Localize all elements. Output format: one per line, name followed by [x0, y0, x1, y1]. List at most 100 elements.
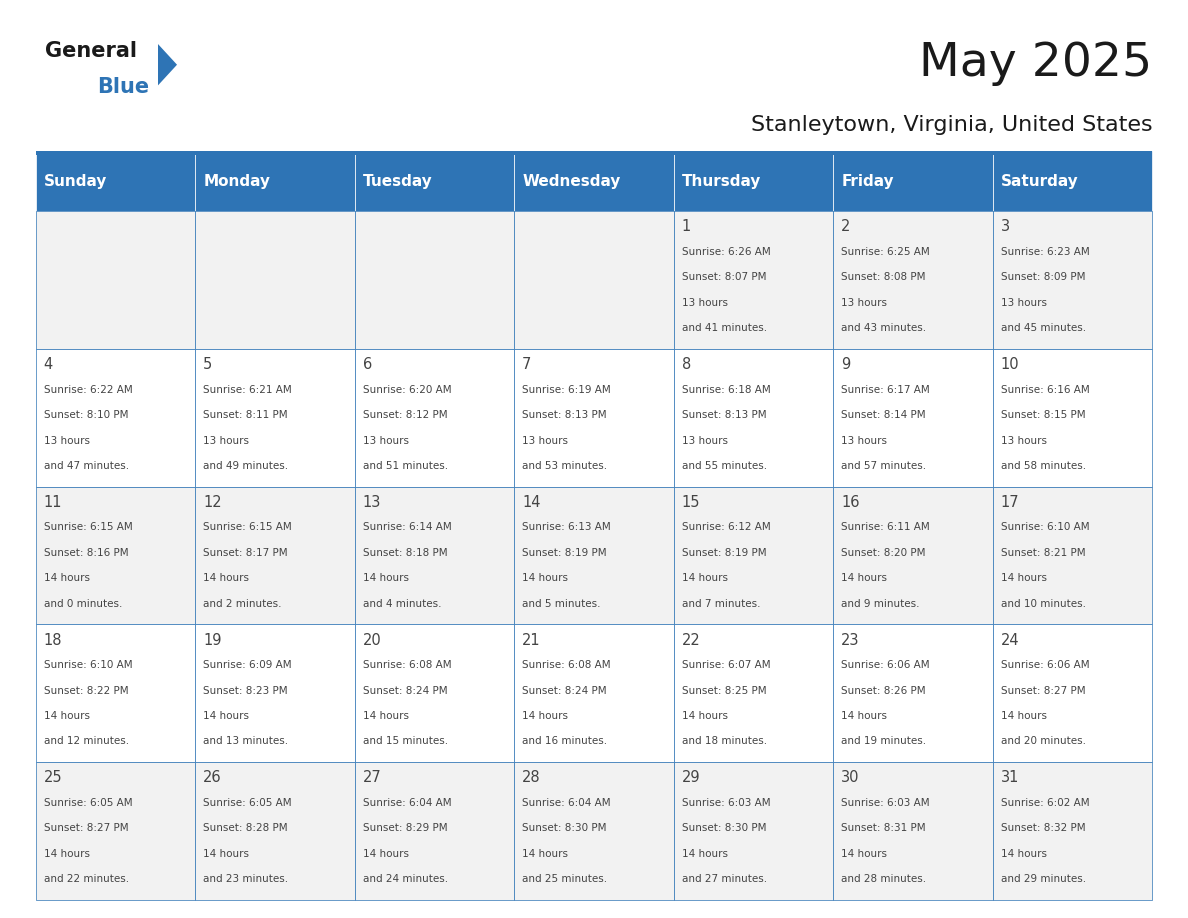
Text: and 28 minutes.: and 28 minutes.: [841, 874, 927, 884]
Text: 24: 24: [1000, 633, 1019, 647]
Text: Sunrise: 6:10 AM: Sunrise: 6:10 AM: [44, 660, 132, 670]
Text: Blue: Blue: [97, 77, 150, 97]
Text: Sunset: 8:19 PM: Sunset: 8:19 PM: [682, 548, 766, 558]
Text: and 58 minutes.: and 58 minutes.: [1000, 461, 1086, 471]
Text: 31: 31: [1000, 770, 1019, 785]
Text: Friday: Friday: [841, 174, 893, 189]
Bar: [833, 349, 993, 487]
Text: 2: 2: [841, 219, 851, 234]
Text: Sunrise: 6:10 AM: Sunrise: 6:10 AM: [1000, 522, 1089, 532]
Bar: [833, 487, 993, 624]
Text: Sunset: 8:24 PM: Sunset: 8:24 PM: [362, 686, 448, 696]
Text: and 47 minutes.: and 47 minutes.: [44, 461, 128, 471]
Bar: [833, 624, 993, 762]
Text: 14 hours: 14 hours: [1000, 848, 1047, 858]
Text: and 7 minutes.: and 7 minutes.: [682, 599, 760, 609]
Text: and 51 minutes.: and 51 minutes.: [362, 461, 448, 471]
Text: Sunrise: 6:03 AM: Sunrise: 6:03 AM: [682, 798, 770, 808]
Text: 7: 7: [523, 357, 531, 372]
Text: 13 hours: 13 hours: [203, 436, 249, 445]
Text: Sunset: 8:32 PM: Sunset: 8:32 PM: [1000, 823, 1086, 834]
Text: Sunrise: 6:08 AM: Sunrise: 6:08 AM: [362, 660, 451, 670]
Text: 13 hours: 13 hours: [44, 436, 89, 445]
Bar: [355, 624, 514, 762]
Text: May 2025: May 2025: [920, 41, 1152, 86]
Text: Sunset: 8:22 PM: Sunset: 8:22 PM: [44, 686, 128, 696]
Text: 16: 16: [841, 495, 860, 509]
Text: 3: 3: [1000, 219, 1010, 234]
Bar: [674, 349, 833, 487]
Bar: [514, 487, 674, 624]
Text: 14 hours: 14 hours: [682, 848, 728, 858]
Text: Sunset: 8:12 PM: Sunset: 8:12 PM: [362, 410, 448, 420]
Bar: [36, 151, 1152, 155]
Text: and 25 minutes.: and 25 minutes.: [523, 874, 607, 884]
Text: 9: 9: [841, 357, 851, 372]
Text: 14 hours: 14 hours: [362, 711, 409, 721]
Text: and 12 minutes.: and 12 minutes.: [44, 736, 128, 746]
Text: 14 hours: 14 hours: [203, 573, 249, 583]
Text: Sunrise: 6:11 AM: Sunrise: 6:11 AM: [841, 522, 930, 532]
Bar: [833, 211, 993, 349]
Bar: [195, 349, 355, 487]
Text: 28: 28: [523, 770, 541, 785]
Text: 14 hours: 14 hours: [523, 573, 568, 583]
Text: Sunrise: 6:14 AM: Sunrise: 6:14 AM: [362, 522, 451, 532]
Text: Sunset: 8:16 PM: Sunset: 8:16 PM: [44, 548, 128, 558]
Text: Sunset: 8:08 PM: Sunset: 8:08 PM: [841, 273, 925, 283]
Text: 22: 22: [682, 633, 701, 647]
Bar: [514, 151, 674, 211]
Text: Sunset: 8:30 PM: Sunset: 8:30 PM: [682, 823, 766, 834]
Text: Sunrise: 6:05 AM: Sunrise: 6:05 AM: [203, 798, 292, 808]
Text: and 5 minutes.: and 5 minutes.: [523, 599, 601, 609]
Text: 26: 26: [203, 770, 222, 785]
Text: Sunrise: 6:03 AM: Sunrise: 6:03 AM: [841, 798, 930, 808]
Text: 13 hours: 13 hours: [841, 436, 887, 445]
Text: Sunset: 8:13 PM: Sunset: 8:13 PM: [682, 410, 766, 420]
Text: and 9 minutes.: and 9 minutes.: [841, 599, 920, 609]
Bar: [993, 624, 1152, 762]
Text: Sunrise: 6:19 AM: Sunrise: 6:19 AM: [523, 385, 611, 395]
Text: Sunrise: 6:20 AM: Sunrise: 6:20 AM: [362, 385, 451, 395]
Text: 13 hours: 13 hours: [682, 297, 728, 308]
Text: 11: 11: [44, 495, 62, 509]
Text: 18: 18: [44, 633, 62, 647]
Text: Sunrise: 6:23 AM: Sunrise: 6:23 AM: [1000, 247, 1089, 257]
Text: 13 hours: 13 hours: [682, 436, 728, 445]
Text: Sunset: 8:24 PM: Sunset: 8:24 PM: [523, 686, 607, 696]
Text: 30: 30: [841, 770, 860, 785]
Bar: [195, 762, 355, 900]
Text: and 24 minutes.: and 24 minutes.: [362, 874, 448, 884]
Bar: [833, 151, 993, 211]
Text: Sunrise: 6:18 AM: Sunrise: 6:18 AM: [682, 385, 771, 395]
Bar: [195, 151, 355, 211]
Text: 13 hours: 13 hours: [1000, 297, 1047, 308]
Bar: [514, 211, 674, 349]
Text: 13 hours: 13 hours: [841, 297, 887, 308]
Text: Sunset: 8:23 PM: Sunset: 8:23 PM: [203, 686, 287, 696]
Text: and 41 minutes.: and 41 minutes.: [682, 323, 767, 333]
Text: and 2 minutes.: and 2 minutes.: [203, 599, 282, 609]
Text: and 55 minutes.: and 55 minutes.: [682, 461, 767, 471]
Text: Sunrise: 6:13 AM: Sunrise: 6:13 AM: [523, 522, 611, 532]
Text: and 22 minutes.: and 22 minutes.: [44, 874, 128, 884]
Text: 10: 10: [1000, 357, 1019, 372]
Text: 12: 12: [203, 495, 222, 509]
Text: Sunset: 8:19 PM: Sunset: 8:19 PM: [523, 548, 607, 558]
Text: Sunrise: 6:04 AM: Sunrise: 6:04 AM: [362, 798, 451, 808]
Text: 14 hours: 14 hours: [1000, 711, 1047, 721]
Bar: [355, 762, 514, 900]
Text: 5: 5: [203, 357, 213, 372]
Text: Sunrise: 6:16 AM: Sunrise: 6:16 AM: [1000, 385, 1089, 395]
Bar: [674, 151, 833, 211]
Text: and 45 minutes.: and 45 minutes.: [1000, 323, 1086, 333]
Text: 13 hours: 13 hours: [523, 436, 568, 445]
Text: Sunrise: 6:17 AM: Sunrise: 6:17 AM: [841, 385, 930, 395]
Text: Tuesday: Tuesday: [362, 174, 432, 189]
Bar: [674, 211, 833, 349]
Text: 29: 29: [682, 770, 701, 785]
Text: 14 hours: 14 hours: [44, 711, 89, 721]
Text: and 18 minutes.: and 18 minutes.: [682, 736, 767, 746]
Text: Sunrise: 6:22 AM: Sunrise: 6:22 AM: [44, 385, 132, 395]
Text: 14 hours: 14 hours: [203, 711, 249, 721]
